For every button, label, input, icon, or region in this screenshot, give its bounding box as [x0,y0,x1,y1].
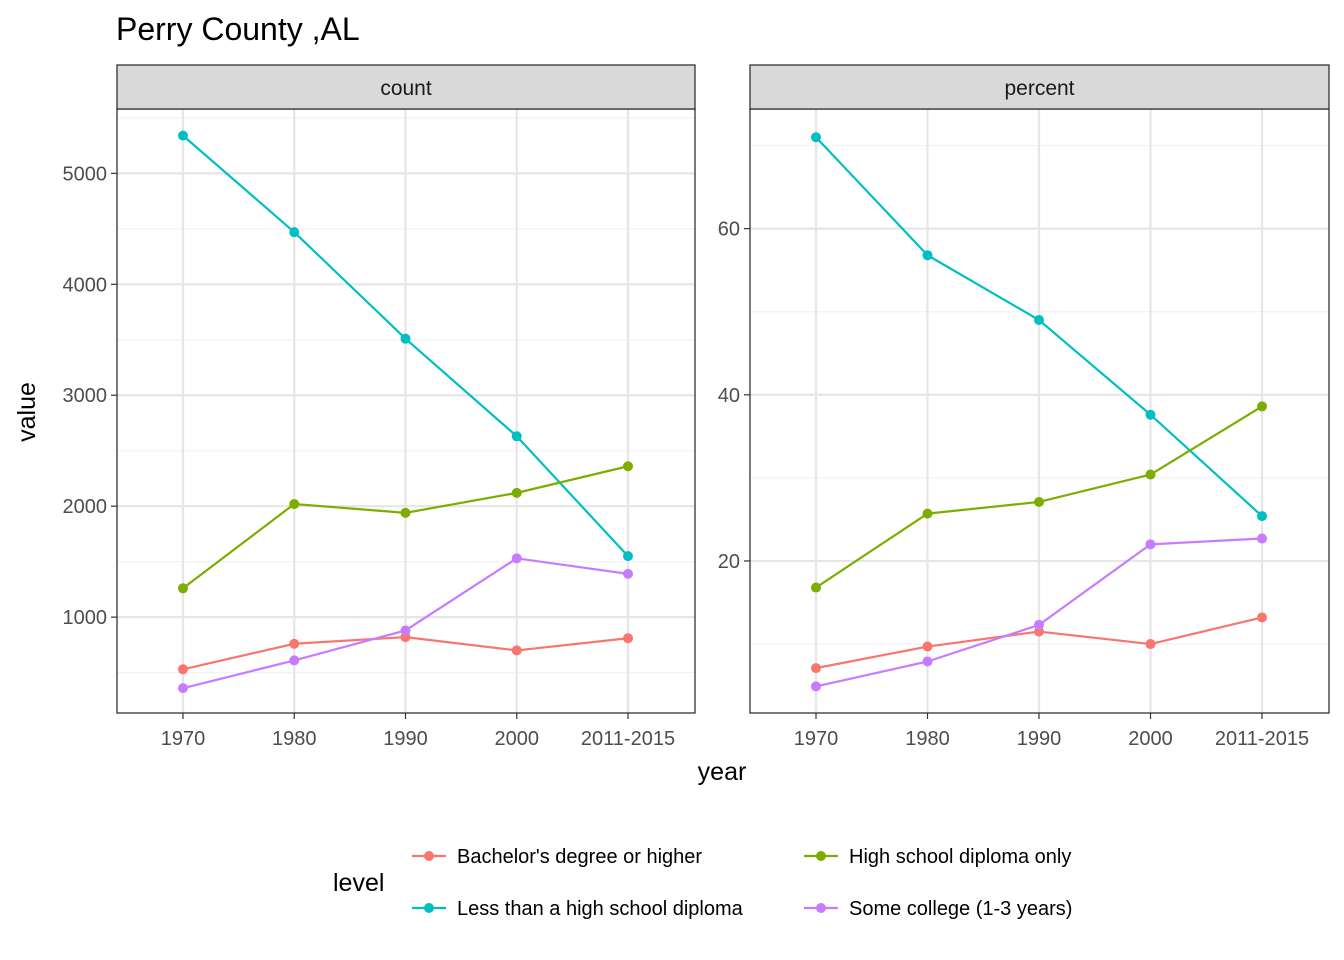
legend: level Bachelor's degree or higher High sc… [333,846,1072,920]
data-point [511,553,522,564]
series-high-school-diploma-only [811,401,1267,593]
data-point [922,508,933,519]
data-point [1145,639,1156,650]
data-point [400,625,411,636]
data-point [289,227,300,238]
data-point [1145,539,1156,550]
data-point [400,333,411,344]
data-point [922,656,933,667]
data-point [1145,469,1156,480]
x-tick-label: 1970 [161,728,206,750]
series-some-college-1-3-years [178,553,633,694]
data-point [1145,409,1156,420]
data-point [511,431,522,442]
data-point [623,568,633,579]
x-tick-label: 2000 [495,728,540,750]
data-point [1257,401,1267,412]
data-point [811,663,821,674]
data-point [289,638,300,649]
facet-strip [749,64,1330,110]
x-tick-label: 2000 [1128,728,1173,750]
x-tick-label: 2011-2015 [1215,728,1309,750]
data-point [623,551,633,562]
y-tick-label: 1000 [63,607,108,629]
chart-title: Perry County ,AL [116,11,360,47]
data-point [1257,612,1267,623]
panel-count: 1000 2000 3000 4000 5000 1970 1980 1990 2000 2011… [63,64,696,750]
series-less-than-a-high-school-diploma [178,130,633,562]
data-point [1257,511,1267,522]
legend-label: High school diploma only [849,846,1071,868]
legend-key-point [816,851,826,861]
panel-percent: 20 40 60 1970 1980 1990 2000 2011-2015 percent [718,64,1330,750]
legend-key-point [424,903,434,913]
legend-key-point [816,903,826,913]
data-point [400,507,411,518]
y-tick-label: 4000 [63,274,108,296]
data-point [178,130,188,141]
y-tick-label: 5000 [63,163,108,185]
series-less-than-a-high-school-diploma [811,132,1267,522]
data-point [289,655,300,666]
series-bachelor-s-degree-or-higher [178,632,633,675]
series-high-school-diploma-only [178,461,633,594]
legend-item: Bachelor's degree or higher [412,846,702,868]
y-tick-label: 60 [718,219,740,241]
data-point [1034,315,1044,326]
legend-label: Bachelor's degree or higher [457,846,702,868]
legend-key-point [424,851,434,861]
legend-item: Some college (1-3 years) [804,898,1072,920]
x-tick-label: 2011-2015 [581,728,675,750]
y-tick-label: 40 [718,385,740,407]
data-point [289,498,300,509]
y-tick-label: 20 [718,551,740,573]
series-some-college-1-3-years [811,533,1267,692]
data-point [811,582,821,593]
data-point [623,633,633,644]
data-point [811,132,821,143]
data-point [922,641,933,652]
data-point [511,487,522,498]
x-tick-label: 1970 [794,728,839,750]
legend-label: Less than a high school diploma [457,898,744,920]
legend-title: level [333,869,384,897]
legend-item: Less than a high school diploma [412,898,744,920]
facet-strip [116,64,696,110]
y-axis-title: value [13,382,41,442]
legend-item: High school diploma only [804,846,1071,868]
facet-strip-label: count [380,77,432,100]
y-tick-label: 2000 [63,496,108,518]
x-tick-label: 1990 [383,728,428,750]
x-tick-label: 1980 [272,728,317,750]
data-point [922,250,933,261]
data-point [1257,533,1267,544]
data-point [178,664,188,675]
legend-label: Some college (1-3 years) [849,898,1072,920]
data-point [1034,619,1044,630]
y-tick-label: 3000 [63,385,108,407]
data-point [811,681,821,692]
data-point [178,683,188,694]
data-point [178,583,188,594]
data-point [1034,496,1044,507]
data-point [623,461,633,472]
data-point [511,645,522,656]
x-tick-label: 1990 [1017,728,1062,750]
x-tick-label: 1980 [905,728,950,750]
facet-strip-label: percent [1004,77,1074,100]
x-axis-title: year [698,758,747,786]
series-bachelor-s-degree-or-higher [811,612,1267,674]
